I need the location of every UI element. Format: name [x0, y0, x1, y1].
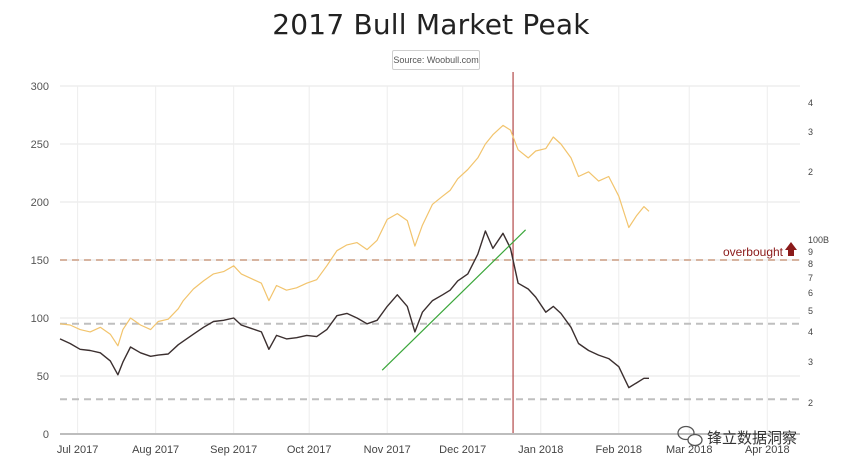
watermark: 锋立数据洞察 — [677, 425, 797, 447]
up-arrow-icon — [785, 242, 797, 256]
yellow-price-line — [59, 124, 650, 347]
right-tick-label: 3 — [808, 127, 813, 137]
dark-price-line — [59, 230, 649, 389]
x-tick-label: Oct 2017 — [287, 444, 332, 456]
right-tick-label: 4 — [808, 98, 813, 108]
right-tick-label: 5 — [808, 306, 813, 316]
wechat-icon-bubble — [687, 433, 703, 447]
right-tick-label: 3 — [808, 357, 813, 367]
y-tick-label: 150 — [31, 255, 49, 267]
y-tick-label: 50 — [37, 371, 49, 383]
x-tick-label: Feb 2018 — [596, 444, 642, 456]
trend-line — [381, 229, 527, 371]
source-badge: Source: Woobull.com — [392, 50, 480, 70]
right-tick-label: 100B — [808, 235, 829, 245]
right-tick-label: 2 — [808, 167, 813, 177]
y-tick-label: 200 — [31, 197, 49, 209]
right-tick-label: 4 — [808, 327, 813, 337]
x-tick-label: Sep 2017 — [210, 444, 257, 456]
right-tick-label: 8 — [808, 259, 813, 269]
x-tick-label: Nov 2017 — [364, 444, 411, 456]
right-tick-label: 2 — [808, 398, 813, 408]
y-tick-label: 100 — [31, 313, 49, 325]
y-tick-label: 250 — [31, 139, 49, 151]
overbought-label: overbought — [723, 245, 784, 259]
y-tick-label: 300 — [31, 81, 49, 93]
right-tick-label: 6 — [808, 288, 813, 298]
y-tick-label: 0 — [43, 429, 49, 441]
x-tick-label: Apr 2018 — [745, 444, 790, 456]
x-tick-label: Dec 2017 — [439, 444, 486, 456]
watermark-text: 锋立数据洞察 — [707, 429, 797, 447]
x-tick-label: Jul 2017 — [57, 444, 99, 456]
chart-title: 2017 Bull Market Peak — [272, 8, 590, 41]
right-tick-label: 7 — [808, 273, 813, 283]
x-tick-label: Mar 2018 — [666, 444, 712, 456]
x-tick-label: Jan 2018 — [518, 444, 563, 456]
wechat-icon — [677, 425, 695, 441]
x-tick-label: Aug 2017 — [132, 444, 179, 456]
right-tick-label: 9 — [808, 247, 813, 257]
